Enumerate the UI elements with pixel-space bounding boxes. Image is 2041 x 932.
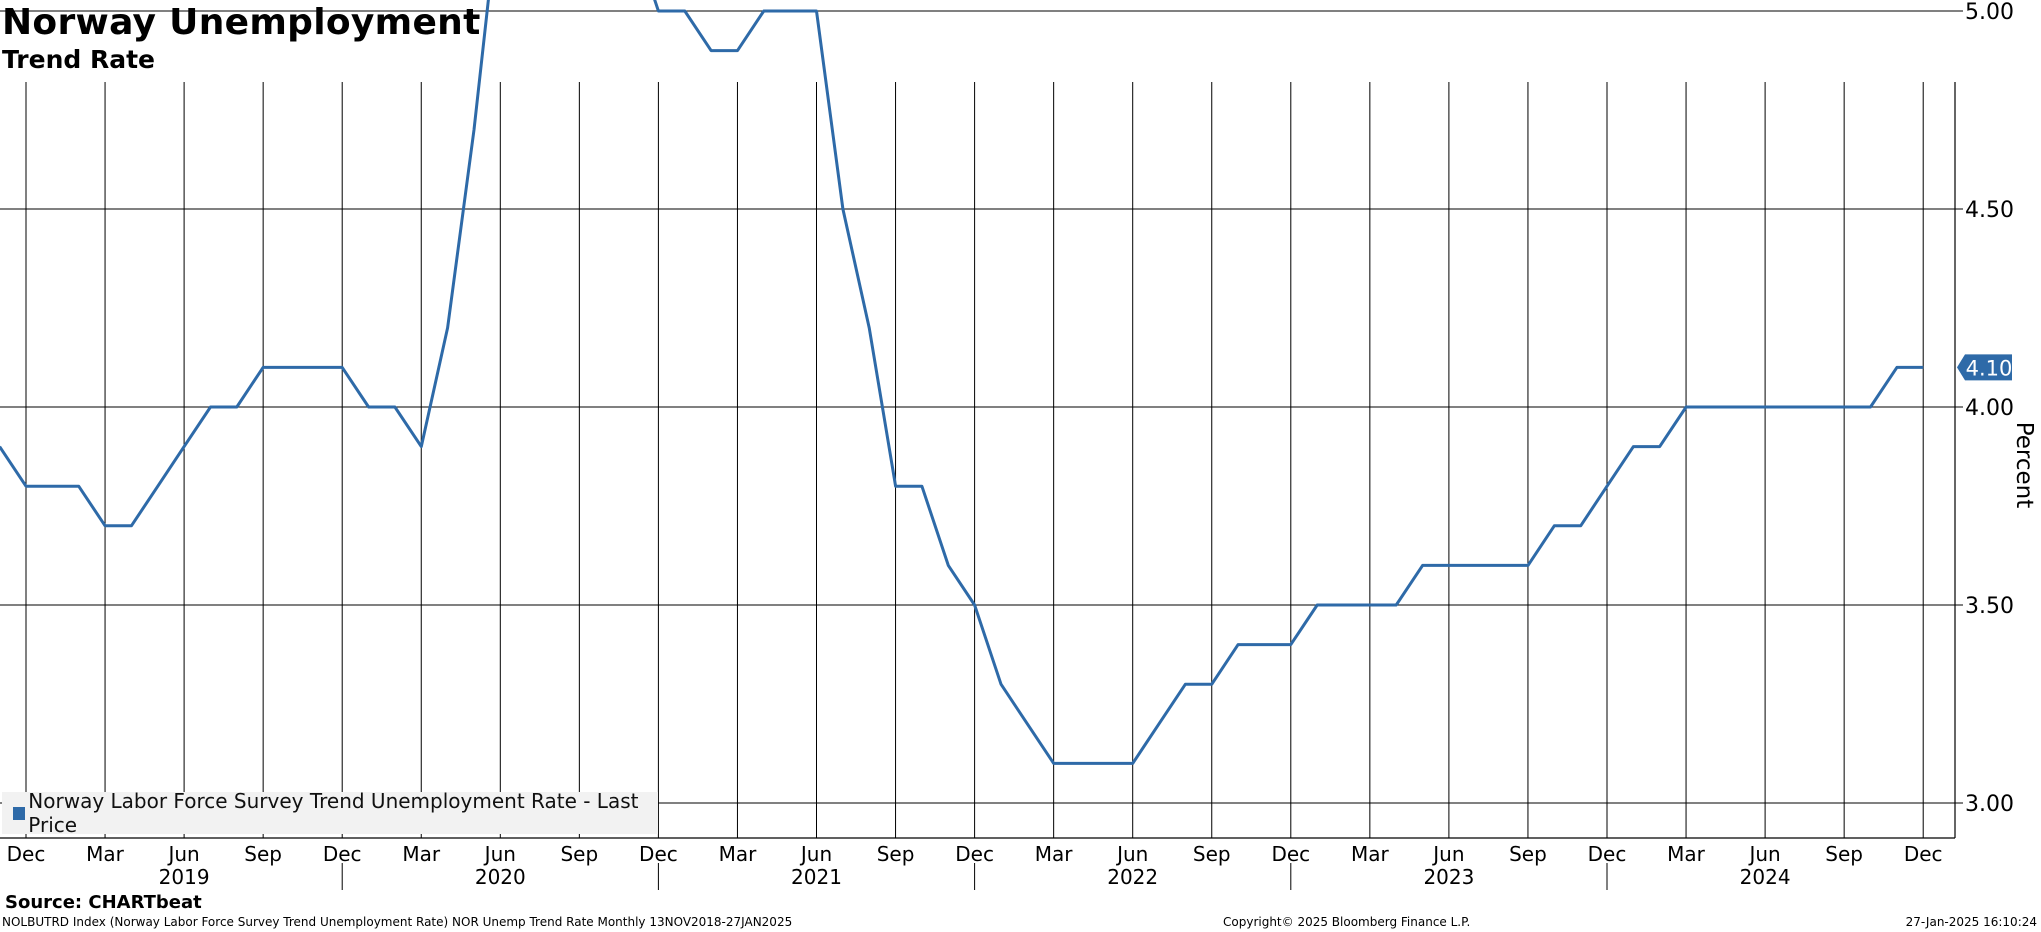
y-tick-label: 4.50 bbox=[1965, 198, 2014, 223]
source-note: Source: CHARTbeat bbox=[5, 892, 202, 913]
x-year-label: 2020 bbox=[475, 865, 526, 889]
x-tick-label: Mar bbox=[1667, 842, 1706, 866]
x-tick-label: Jun bbox=[1115, 842, 1148, 866]
x-tick-label: Mar bbox=[86, 842, 125, 866]
x-tick-label: Jun bbox=[483, 842, 516, 866]
y-tick-label: 3.00 bbox=[1965, 792, 2014, 817]
x-tick-label: Jun bbox=[166, 842, 199, 866]
last-value-label: 4.10 bbox=[1966, 356, 2013, 380]
chart-title: Norway Unemployment bbox=[2, 2, 481, 43]
chart-subtitle: Trend Rate bbox=[2, 45, 156, 74]
footer-copyright: Copyright© 2025 Bloomberg Finance L.P. bbox=[1223, 915, 1471, 929]
x-tick-label: Sep bbox=[877, 842, 915, 866]
x-tick-label: Jun bbox=[1747, 842, 1780, 866]
y-tick-label: 5.00 bbox=[1965, 0, 2014, 25]
x-year-label: 2022 bbox=[1107, 865, 1158, 889]
series-line bbox=[0, 0, 1924, 765]
y-axis-label: Percent bbox=[2011, 421, 2037, 509]
x-tick-label: Dec bbox=[639, 842, 678, 866]
x-year-label: 2024 bbox=[1740, 865, 1791, 889]
footer-timestamp: 27-Jan-2025 16:10:24 bbox=[1905, 915, 2037, 929]
x-tick-label: Mar bbox=[1035, 842, 1074, 866]
legend: Norway Labor Force Survey Trend Unemploy… bbox=[2, 789, 658, 837]
x-year-label: 2021 bbox=[791, 865, 842, 889]
legend-swatch bbox=[13, 806, 26, 820]
x-tick-label: Mar bbox=[719, 842, 758, 866]
axis-labels: 3.003.504.004.505.005.50DecMarJunSepDecM… bbox=[7, 0, 2014, 889]
x-year-label: 2019 bbox=[159, 865, 210, 889]
y-tick-label: 3.50 bbox=[1965, 594, 2014, 619]
x-tick-label: Dec bbox=[323, 842, 362, 866]
x-tick-label: Dec bbox=[1588, 842, 1627, 866]
series-layer bbox=[0, 0, 1924, 765]
x-tick-label: Sep bbox=[1825, 842, 1863, 866]
x-tick-label: Sep bbox=[244, 842, 282, 866]
y-tick-label: 4.00 bbox=[1965, 396, 2014, 421]
grid-lines bbox=[0, 10, 1955, 838]
x-tick-label: Jun bbox=[1431, 842, 1464, 866]
x-tick-label: Dec bbox=[1271, 842, 1310, 866]
x-tick-label: Dec bbox=[955, 842, 994, 866]
x-tick-label: Sep bbox=[560, 842, 598, 866]
x-tick-label: Dec bbox=[7, 842, 46, 866]
x-tick-label: Dec bbox=[1904, 842, 1943, 866]
axes bbox=[0, 10, 1963, 890]
x-tick-label: Sep bbox=[1509, 842, 1547, 866]
x-tick-label: Sep bbox=[1193, 842, 1231, 866]
x-year-label: 2023 bbox=[1423, 865, 1474, 889]
x-tick-label: Mar bbox=[402, 842, 441, 866]
x-tick-label: Jun bbox=[799, 842, 832, 866]
legend-label: Norway Labor Force Survey Trend Unemploy… bbox=[28, 789, 639, 837]
last-value-tag bbox=[1957, 354, 2012, 381]
footer-index-info: NOLBUTRD Index (Norway Labor Force Surve… bbox=[2, 915, 793, 929]
x-tick-label: Mar bbox=[1351, 842, 1390, 866]
